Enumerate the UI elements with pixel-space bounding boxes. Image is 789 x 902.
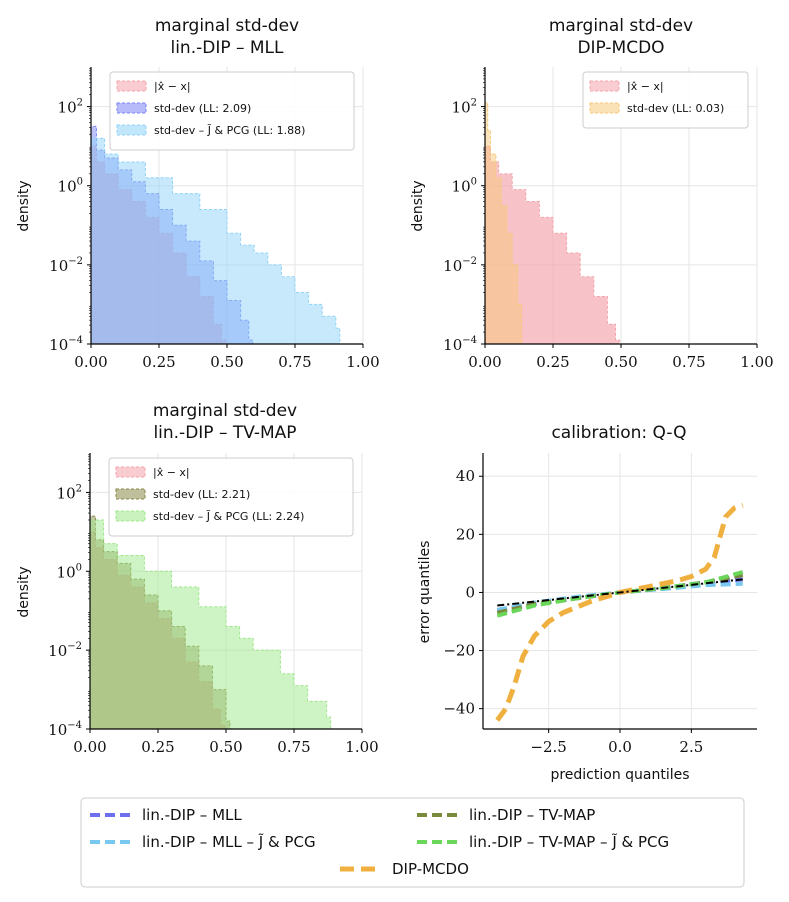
x-tick-label: 0.50 <box>604 353 637 371</box>
panel4-xlabel: prediction quantiles <box>550 767 689 783</box>
y-tick-label: 10−2 <box>443 256 477 275</box>
legend-box <box>582 71 749 129</box>
panel1-title-line1: marginal std-dev <box>155 16 299 36</box>
x-tick-label: 1.00 <box>345 738 378 756</box>
x-tick-label: 2.5 <box>679 738 703 756</box>
legend-label: std-dev – J̃ & PCG (LL: 2.24) <box>153 510 304 523</box>
y-tick-label: 100 <box>57 562 82 581</box>
legend-swatch <box>115 510 146 522</box>
x-tick-label: 0.25 <box>142 353 175 371</box>
x-tick-label: −2.5 <box>530 738 566 756</box>
y-tick-label: 102 <box>57 483 82 502</box>
hist-series-2 <box>89 519 332 730</box>
panel2-title-line1: marginal std-dev <box>549 16 693 36</box>
main-legend-label: lin.-DIP – MLL <box>142 806 242 824</box>
panel1: 0.00 0.25 0.50 0.75 1.00 10−4 10−2 100 102 |x̂ − … <box>49 67 380 371</box>
y-tick-label: −20 <box>443 642 475 660</box>
x-tick-label: 0.00 <box>73 738 106 756</box>
y-tick-label: 20 <box>456 525 475 543</box>
legend-label: std-dev (LL: 0.03) <box>627 102 724 115</box>
panel3-title-line1: marginal std-dev <box>153 401 297 421</box>
panel3: 0.00 0.25 0.50 0.75 1.00 10−4 10−2 100 102 |x̂ − … <box>48 453 379 756</box>
x-tick-label: 1.00 <box>346 353 379 371</box>
panel2: 0.00 0.25 0.50 0.75 1.00 10−4 10−2 100 102 |x̂ − … <box>443 67 774 371</box>
legend-box <box>109 71 355 151</box>
legend-label: std-dev – J̃ & PCG (LL: 1.88) <box>154 124 305 137</box>
legend-label: |x̂ − x| <box>154 80 191 93</box>
hist-series-0 <box>484 145 621 345</box>
qq-line-0 <box>497 578 743 607</box>
y-tick-label: 10−2 <box>48 641 82 660</box>
panel1-ylabel: density <box>16 180 32 231</box>
y-tick-label: 10−4 <box>48 720 82 739</box>
panel1-title-line2: lin.-DIP – MLL <box>170 38 284 58</box>
x-tick-label: 0.25 <box>141 738 174 756</box>
y-tick-label: 40 <box>456 467 475 485</box>
panel3-ylabel: density <box>16 566 32 617</box>
y-tick-label: −40 <box>443 700 475 718</box>
legend-label: std-dev (LL: 2.21) <box>153 488 250 501</box>
hist-series-2 <box>90 137 341 345</box>
legend-label: |x̂ − x| <box>627 80 664 93</box>
main-legend-label: lin.-DIP – TV-MAP – J̃ & PCG <box>469 832 669 851</box>
x-tick-label: 0.50 <box>209 738 242 756</box>
legend-box <box>108 457 354 537</box>
legend-swatch <box>115 466 146 478</box>
x-tick-label: 0.0 <box>608 738 632 756</box>
panel4-title: calibration: Q-Q <box>551 423 686 443</box>
x-tick-label: 0.75 <box>277 738 310 756</box>
legend-swatch <box>116 80 147 92</box>
x-tick-label: 0.50 <box>210 353 243 371</box>
hist-series-1 <box>484 102 523 345</box>
y-tick-label: 10−2 <box>49 256 83 275</box>
x-tick-label: 0.00 <box>74 353 107 371</box>
legend-swatch <box>589 80 620 92</box>
y-tick-label: 100 <box>452 177 477 196</box>
legend-swatch <box>116 102 147 114</box>
x-tick-label: 0.75 <box>278 353 311 371</box>
x-tick-label: 0.75 <box>672 353 705 371</box>
panel2-ylabel: density <box>410 180 426 231</box>
legend-swatch <box>116 124 147 136</box>
y-tick-label: 10−4 <box>49 335 83 354</box>
y-tick-label: 0 <box>465 583 475 601</box>
legend-label: std-dev (LL: 2.09) <box>154 102 251 115</box>
x-tick-label: 0.00 <box>468 353 501 371</box>
y-tick-label: 102 <box>452 98 477 117</box>
panel3-title-line2: lin.-DIP – TV-MAP <box>153 423 296 443</box>
main-legend-box <box>80 797 745 888</box>
x-tick-label: 0.25 <box>536 353 569 371</box>
main-legend-label: lin.-DIP – TV-MAP <box>469 806 595 824</box>
y-tick-label: 102 <box>58 98 83 117</box>
panel4-ylabel: error quantiles <box>417 541 433 644</box>
x-tick-label: 1.00 <box>740 353 773 371</box>
panel4: −2.5 0.0 2.5 −40 −20 0 20 40 <box>443 453 757 756</box>
y-tick-label: 10−4 <box>443 335 477 354</box>
y-tick-label: 100 <box>58 177 83 196</box>
legend-swatch <box>115 488 146 500</box>
legend-label: |x̂ − x| <box>153 466 190 479</box>
panel2-title-line2: DIP-MCDO <box>577 38 664 58</box>
main-legend-label: DIP-MCDO <box>392 860 469 878</box>
main-legend-label: lin.-DIP – MLL – J̃ & PCG <box>142 832 316 851</box>
legend-swatch <box>589 102 620 114</box>
